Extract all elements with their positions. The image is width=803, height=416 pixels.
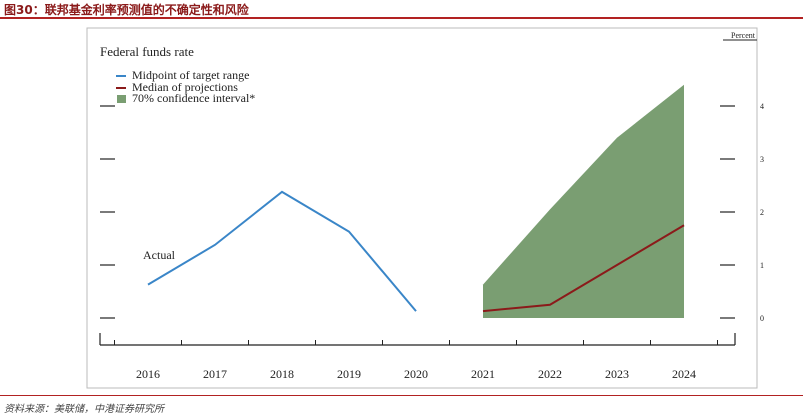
x-tick-label-2023: 2023	[605, 367, 629, 381]
annotation-actual: Actual	[143, 248, 176, 262]
chart-title: Federal funds rate	[100, 44, 194, 59]
x-tick-label-2016: 2016	[136, 367, 160, 381]
plot-frame	[86, 27, 758, 389]
unit-label: Percent	[731, 31, 756, 40]
figure-source: 资料来源：美联储，中港证券研究所	[4, 404, 164, 415]
y-tick-label-0: 0	[760, 314, 764, 323]
legend-swatch-confidence	[117, 95, 126, 103]
legend-label-midpoint: Midpoint of target range	[132, 68, 249, 82]
figure-header: 图30：联邦基金利率预测值的不确定性和风险	[0, 0, 803, 22]
legend: Midpoint of target range Median of proje…	[116, 68, 255, 105]
x-tick-label-2024: 2024	[672, 367, 696, 381]
series-line-median	[482, 224, 685, 313]
confidence-band	[483, 84, 684, 318]
x-tick-label-2021: 2021	[471, 367, 495, 381]
x-tick-label-2019: 2019	[337, 367, 361, 381]
legend-label-confidence: 70% confidence interval*	[132, 91, 255, 105]
figure-title: 图30：联邦基金利率预测值的不确定性和风险	[4, 3, 249, 17]
x-tick-label-2017: 2017	[203, 367, 227, 381]
x-tick-label-2018: 2018	[270, 367, 294, 381]
x-tick-label-2020: 2020	[404, 367, 428, 381]
y-tick-label-2: 2	[760, 208, 764, 217]
legend-label-median: Median of projections	[132, 80, 238, 94]
footer-rule	[0, 395, 803, 396]
series-line-midpoint	[147, 190, 417, 312]
x-tick-label-2022: 2022	[538, 367, 562, 381]
y-tick-label-4: 4	[760, 102, 764, 111]
y-tick-label-3: 3	[760, 155, 764, 164]
header-rule	[0, 17, 803, 19]
y-tick-label-1: 1	[760, 261, 764, 270]
